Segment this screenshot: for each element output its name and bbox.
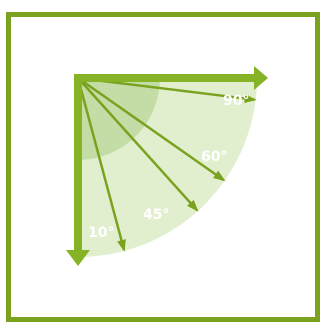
sector-inner bbox=[78, 78, 160, 160]
label-90: 90° bbox=[223, 93, 249, 109]
horizontal-axis-arrow bbox=[74, 66, 268, 90]
label-10: 10° bbox=[88, 225, 114, 241]
label-45: 45° bbox=[143, 207, 169, 223]
angle-rays bbox=[76, 76, 257, 252]
label-60: 60° bbox=[201, 149, 227, 165]
ray-10 bbox=[76, 77, 126, 252]
ray-60 bbox=[77, 76, 226, 182]
ray-45 bbox=[77, 77, 199, 212]
vertical-axis-arrow bbox=[66, 74, 90, 266]
